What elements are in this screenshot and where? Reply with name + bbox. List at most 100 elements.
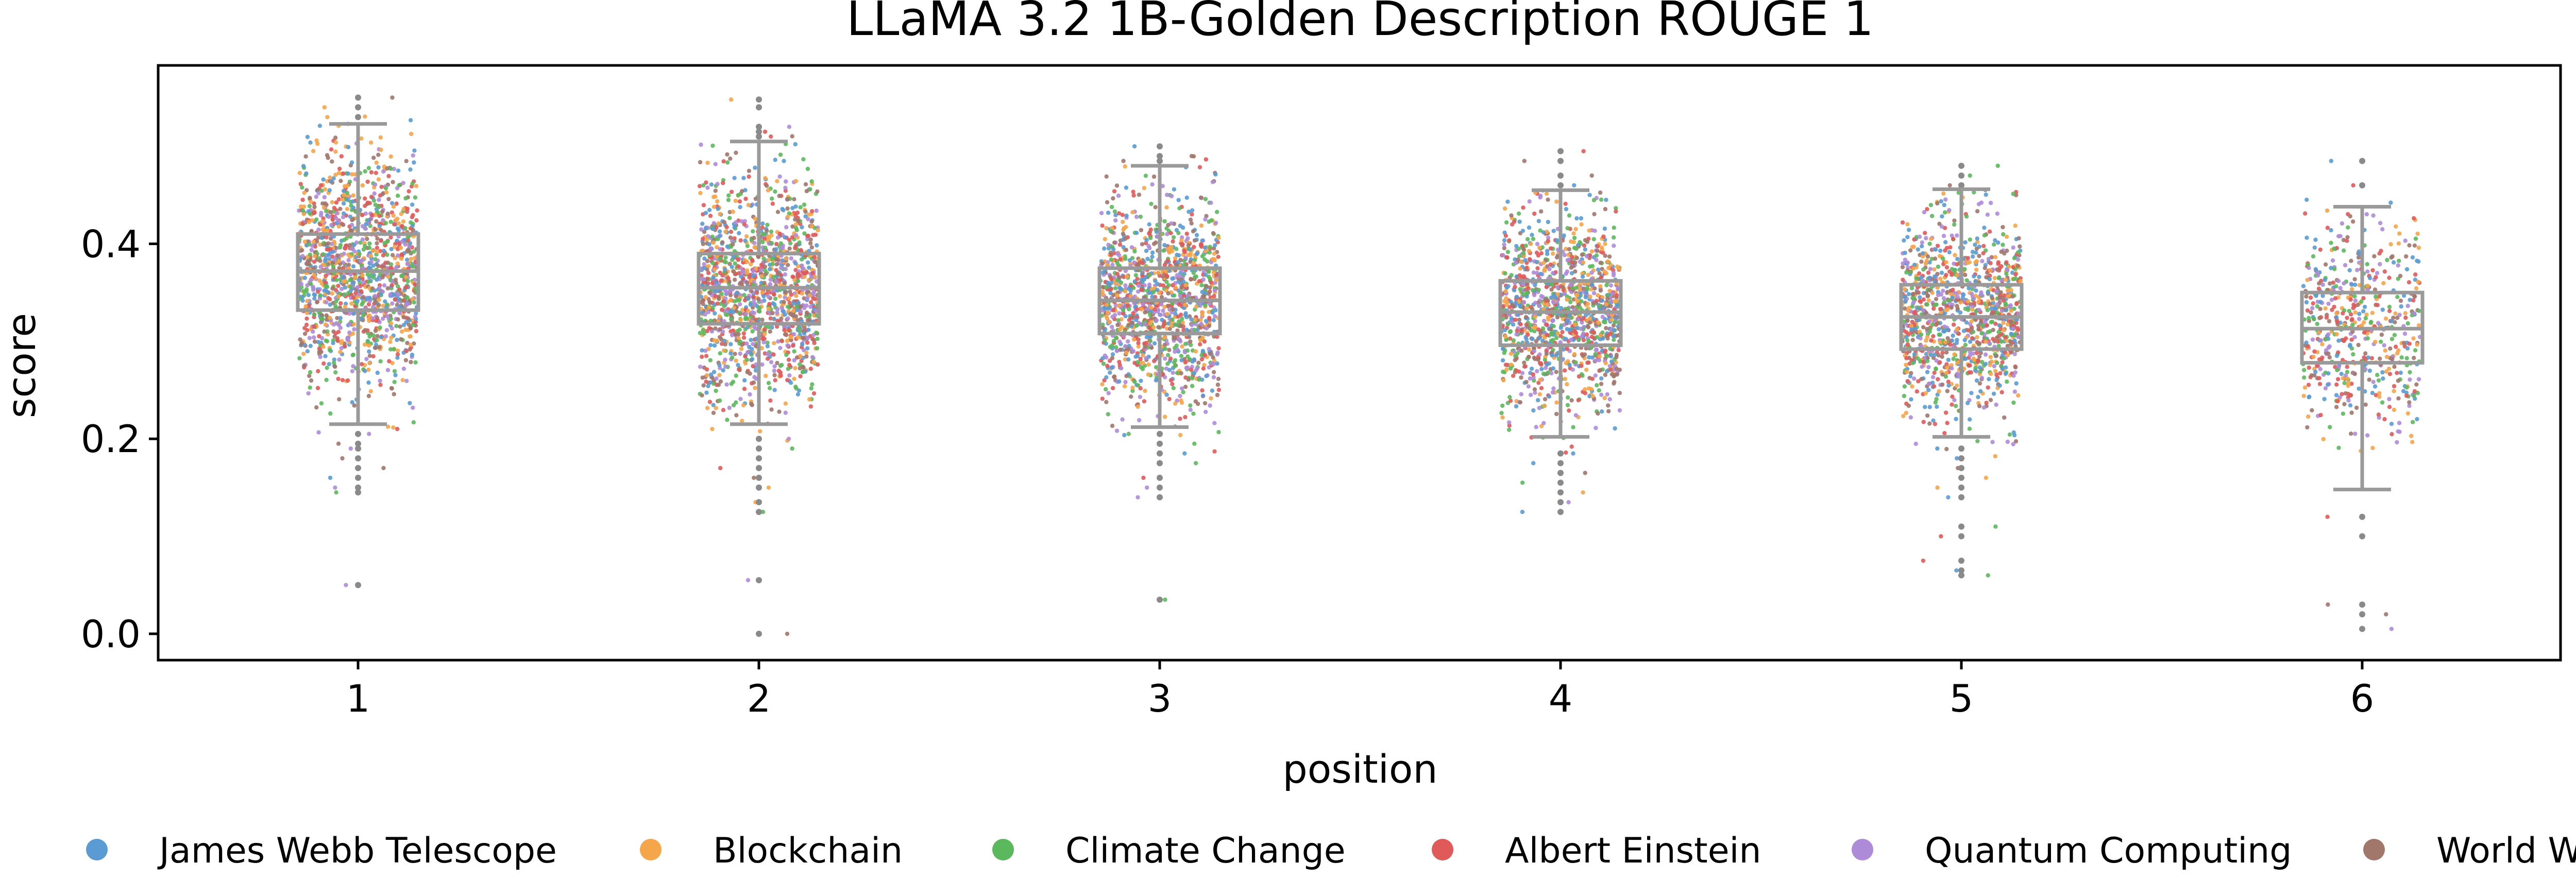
strip-point <box>751 295 756 300</box>
strip-point <box>737 271 741 275</box>
strip-point <box>390 253 395 257</box>
strip-point <box>314 405 319 410</box>
strip-point <box>333 485 337 490</box>
strip-point <box>1109 277 1114 282</box>
strip-point <box>408 334 413 339</box>
strip-point <box>1172 187 1177 192</box>
strip-point <box>333 288 338 292</box>
strip-point <box>315 386 320 390</box>
strip-point <box>322 263 327 267</box>
strip-point <box>378 135 383 140</box>
strip-point <box>747 168 752 174</box>
strip-point <box>790 224 795 229</box>
strip-point <box>1567 213 1572 218</box>
strip-point <box>777 174 782 179</box>
strip-point <box>716 383 721 387</box>
strip-point <box>1537 303 1541 308</box>
strip-point <box>1211 318 1216 322</box>
strip-point <box>1216 388 1222 392</box>
strip-point <box>404 349 409 354</box>
strip-point <box>365 200 370 205</box>
strip-point <box>345 206 350 211</box>
strip-point <box>1546 315 1550 320</box>
strip-point <box>1148 339 1153 343</box>
strip-point <box>1211 355 1215 360</box>
strip-point <box>413 195 418 200</box>
strip-point <box>314 195 318 199</box>
strip-point <box>338 243 343 247</box>
strip-point <box>336 218 341 223</box>
strip-point <box>350 369 354 373</box>
strip-point <box>721 181 725 185</box>
strip-point <box>1100 261 1105 266</box>
strip-point <box>784 179 788 184</box>
strip-point <box>331 341 335 346</box>
strip-point <box>1182 302 1188 307</box>
strip-point <box>809 274 814 279</box>
strip-point <box>1131 193 1136 198</box>
strip-point <box>1136 383 1141 388</box>
strip-point <box>392 222 397 227</box>
strip-point <box>349 222 354 227</box>
strip-point <box>760 290 765 295</box>
strip-point <box>394 218 398 222</box>
strip-point <box>712 267 717 272</box>
strip-point <box>1135 277 1140 281</box>
strip-point <box>1111 308 1116 313</box>
strip-point <box>398 324 402 329</box>
strip-point <box>297 356 302 360</box>
strip-point <box>411 264 416 269</box>
strip-point <box>403 327 408 332</box>
strip-point <box>785 263 790 267</box>
strip-point <box>413 282 417 287</box>
strip-point <box>301 352 306 356</box>
strip-point <box>1099 211 1104 215</box>
strip-point <box>807 265 811 270</box>
strip-point <box>1536 398 1540 403</box>
strip-point <box>770 201 775 206</box>
strip-point <box>338 206 343 211</box>
strip-point <box>346 145 351 149</box>
strip-point <box>1534 260 1539 264</box>
strip-point <box>1136 495 1140 499</box>
strip-point <box>700 348 704 353</box>
strip-point <box>1193 317 1198 322</box>
strip-point <box>769 229 774 234</box>
strip-point <box>1137 193 1142 197</box>
strip-point <box>392 245 397 249</box>
strip-point <box>734 358 738 363</box>
strip-point <box>363 114 367 119</box>
strip-point <box>766 188 771 193</box>
strip-point <box>792 349 796 354</box>
strip-point <box>412 148 417 153</box>
strip-point <box>312 260 317 264</box>
strip-point <box>746 308 751 314</box>
strip-point <box>333 331 338 336</box>
strip-point <box>385 368 391 372</box>
strip-point <box>1551 251 1555 256</box>
strip-point <box>808 367 814 371</box>
strip-point <box>1134 318 1139 322</box>
strip-point <box>767 267 772 271</box>
strip-point <box>1547 394 1551 399</box>
strip-point <box>1500 358 1505 363</box>
strip-point <box>740 342 744 347</box>
strip-point <box>326 247 330 252</box>
strip-point <box>734 150 738 155</box>
strip-point <box>750 310 755 315</box>
strip-point <box>336 376 341 381</box>
strip-point <box>713 162 718 166</box>
strip-point <box>1216 254 1221 259</box>
strip-point <box>341 188 346 193</box>
strip-point <box>774 257 779 262</box>
strip-point <box>800 342 805 347</box>
strip-point <box>1503 363 1509 367</box>
strip-point <box>1130 385 1135 390</box>
strip-point <box>405 257 410 262</box>
strip-point <box>808 187 812 192</box>
strip-point <box>1115 293 1120 298</box>
strip-point <box>1132 144 1137 149</box>
strip-point <box>409 256 414 261</box>
strip-point <box>312 204 317 210</box>
strip-point <box>374 170 378 175</box>
